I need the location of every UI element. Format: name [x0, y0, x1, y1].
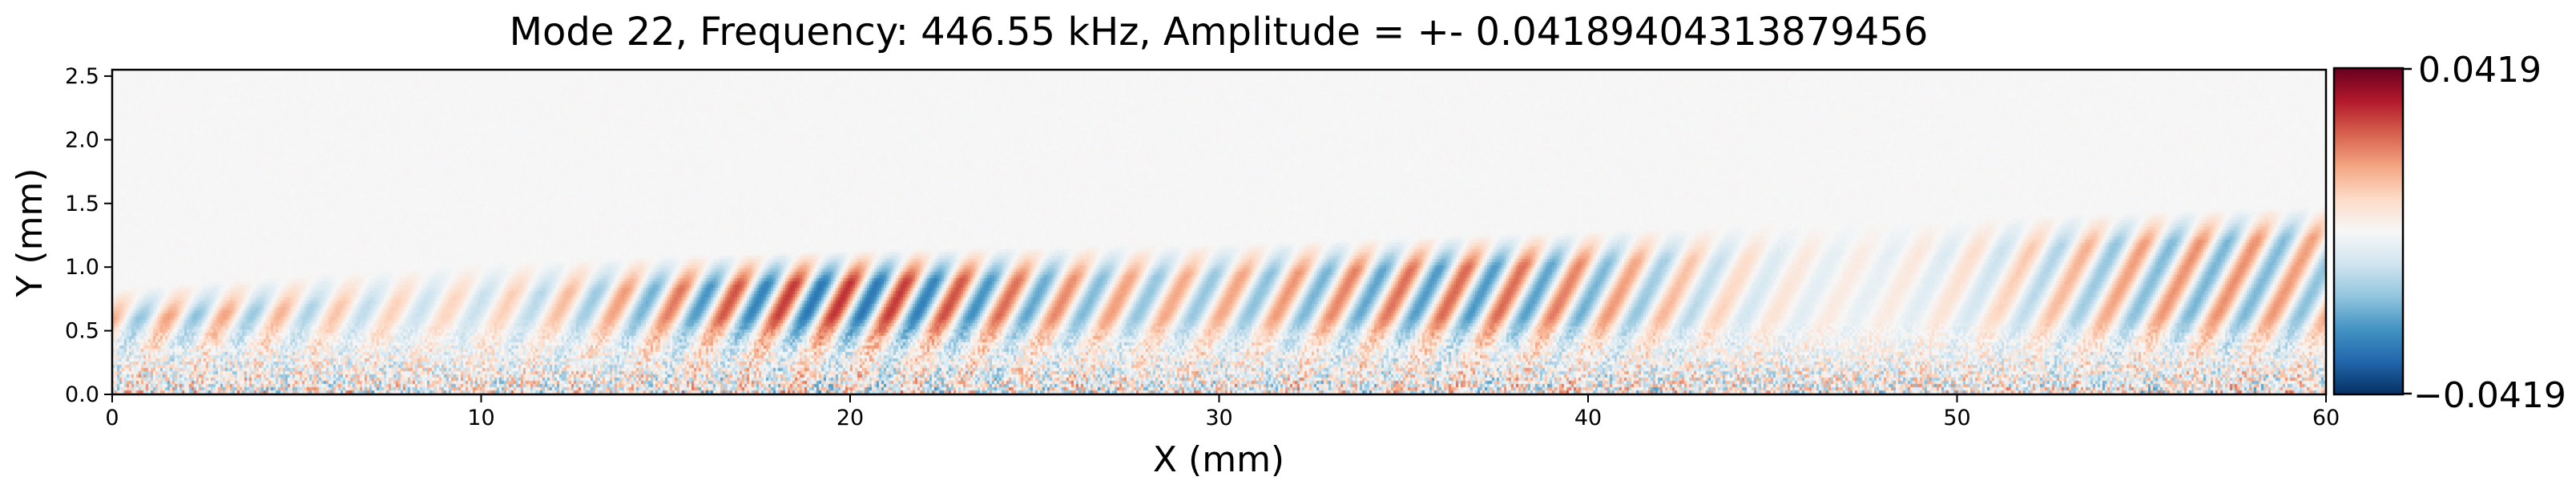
colorbar-max-label: 0.0419: [2418, 50, 2542, 91]
x-tick-label: 60: [2312, 406, 2340, 430]
x-tick-label: 50: [1943, 406, 1970, 430]
x-tick-label: 0: [105, 406, 119, 430]
x-axis: 0 10 20 30 40 50 60: [105, 394, 2340, 430]
y-tick-label: 0.5: [65, 319, 99, 344]
heatmap-area: [112, 70, 2326, 394]
x-tick-label: 30: [1205, 406, 1232, 430]
y-tick-label: 1.5: [65, 192, 99, 216]
y-tick-label: 2.0: [65, 127, 99, 152]
y-axis-label: Y (mm): [10, 168, 50, 298]
x-tick-label: 20: [836, 406, 864, 430]
x-tick-label: 40: [1574, 406, 1602, 430]
x-axis-label: X (mm): [1153, 439, 1284, 480]
y-tick-label: 2.5: [65, 64, 99, 89]
y-tick-label: 1.0: [65, 255, 99, 280]
colorbar: 0.0419 −0.0419: [2332, 50, 2566, 416]
colorbar-min-label: −0.0419: [2413, 375, 2566, 416]
colorbar-frame: [2332, 67, 2405, 396]
y-tick-label: 0.0: [65, 382, 99, 407]
heatmap-field: [112, 70, 2326, 394]
x-tick-label: 10: [467, 406, 494, 430]
y-axis: 0.0 0.5 1.0 1.5 2.0 2.5: [65, 64, 112, 407]
chart-title: Mode 22, Frequency: 446.55 kHz, Amplitud…: [510, 10, 1929, 55]
colorbar-gradient: [2334, 68, 2403, 394]
